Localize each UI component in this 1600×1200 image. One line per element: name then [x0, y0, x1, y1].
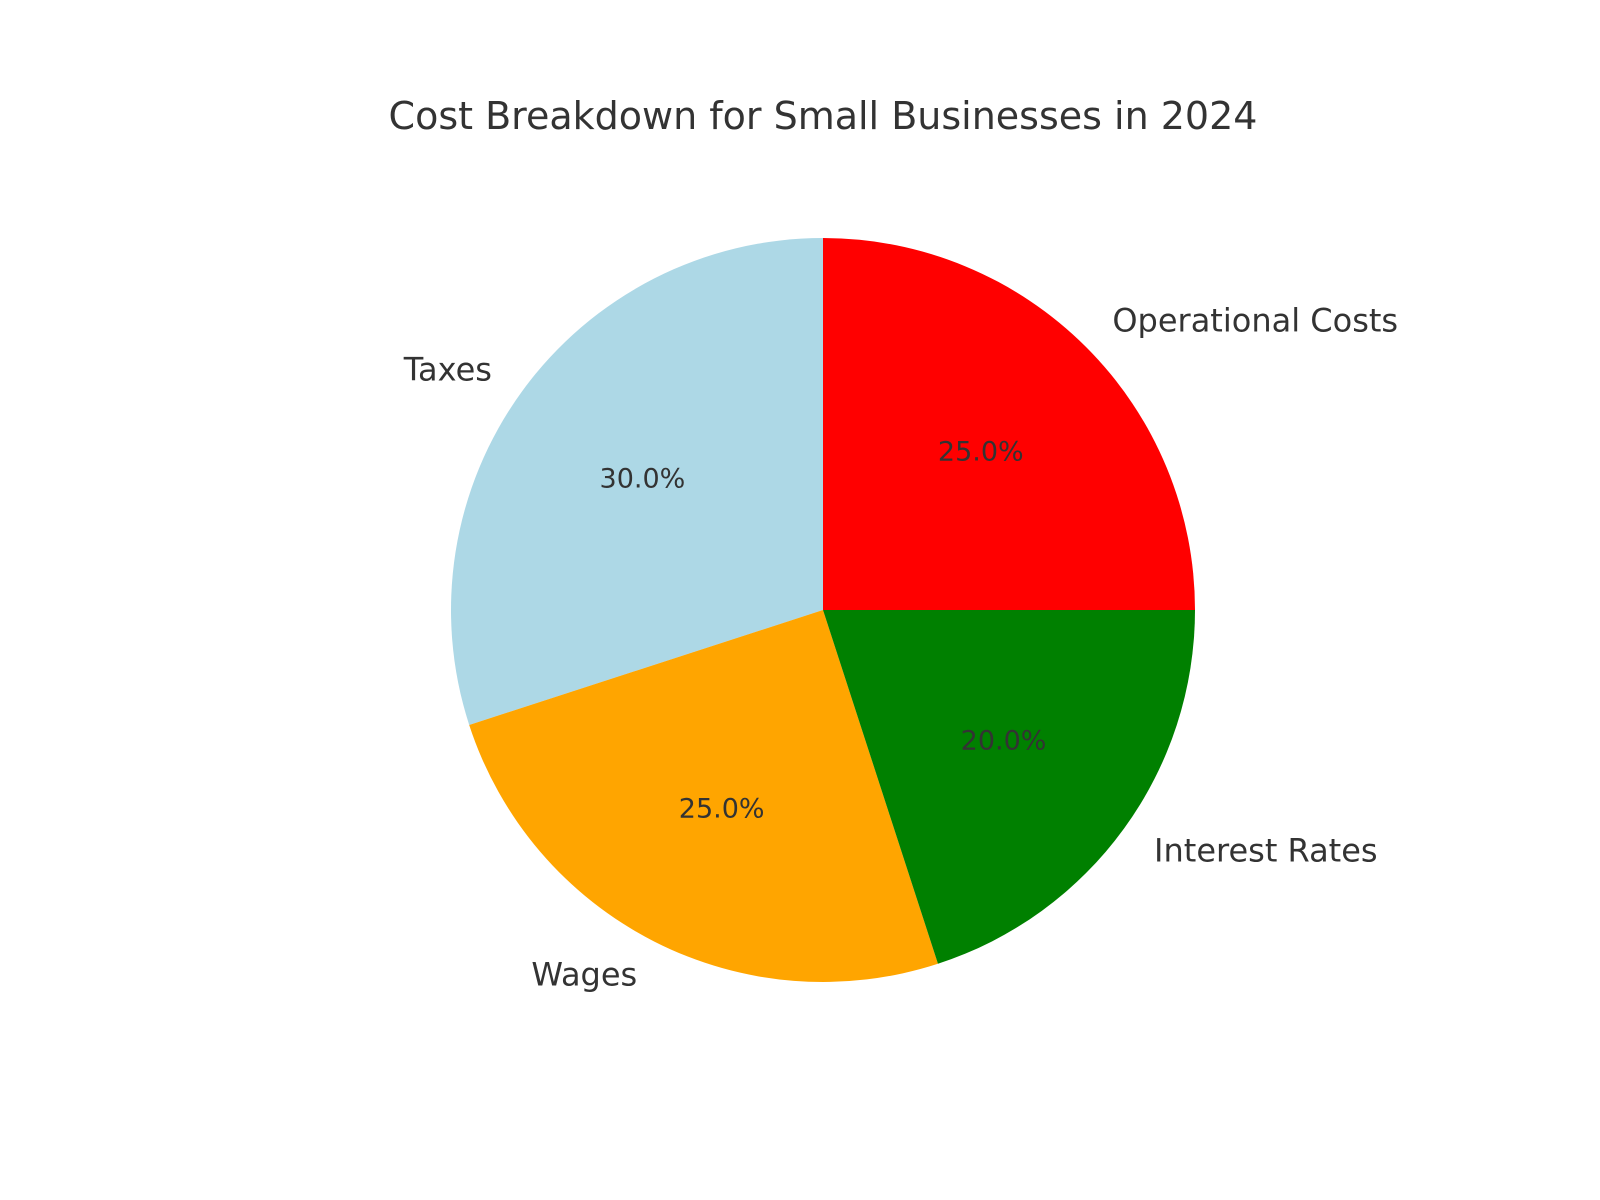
chart-title: Cost Breakdown for Small Businesses in 2… — [389, 94, 1258, 138]
pie-slice-taxes — [450, 238, 823, 725]
category-label-operational-costs: Operational Costs — [1112, 302, 1398, 340]
category-label-interest-rates: Interest Rates — [1154, 832, 1378, 870]
percentage-labels: 30.0% 25.0% 20.0% 25.0% — [600, 437, 1047, 825]
pct-label-taxes: 30.0% — [600, 463, 686, 494]
pie-slice-operational-costs — [823, 238, 1195, 610]
pct-label-operational-costs: 25.0% — [938, 437, 1024, 468]
pct-label-interest-rates: 20.0% — [961, 726, 1047, 757]
category-label-taxes: Taxes — [403, 350, 492, 388]
pct-label-wages: 25.0% — [679, 793, 765, 824]
category-label-wages: Wages — [531, 956, 637, 994]
pie-slice-interest-rates — [823, 610, 1195, 964]
pie-slice-wages — [469, 610, 938, 982]
category-labels: Taxes Wages Interest Rates Operational Cost… — [403, 302, 1398, 994]
pie-slices — [450, 238, 1195, 982]
